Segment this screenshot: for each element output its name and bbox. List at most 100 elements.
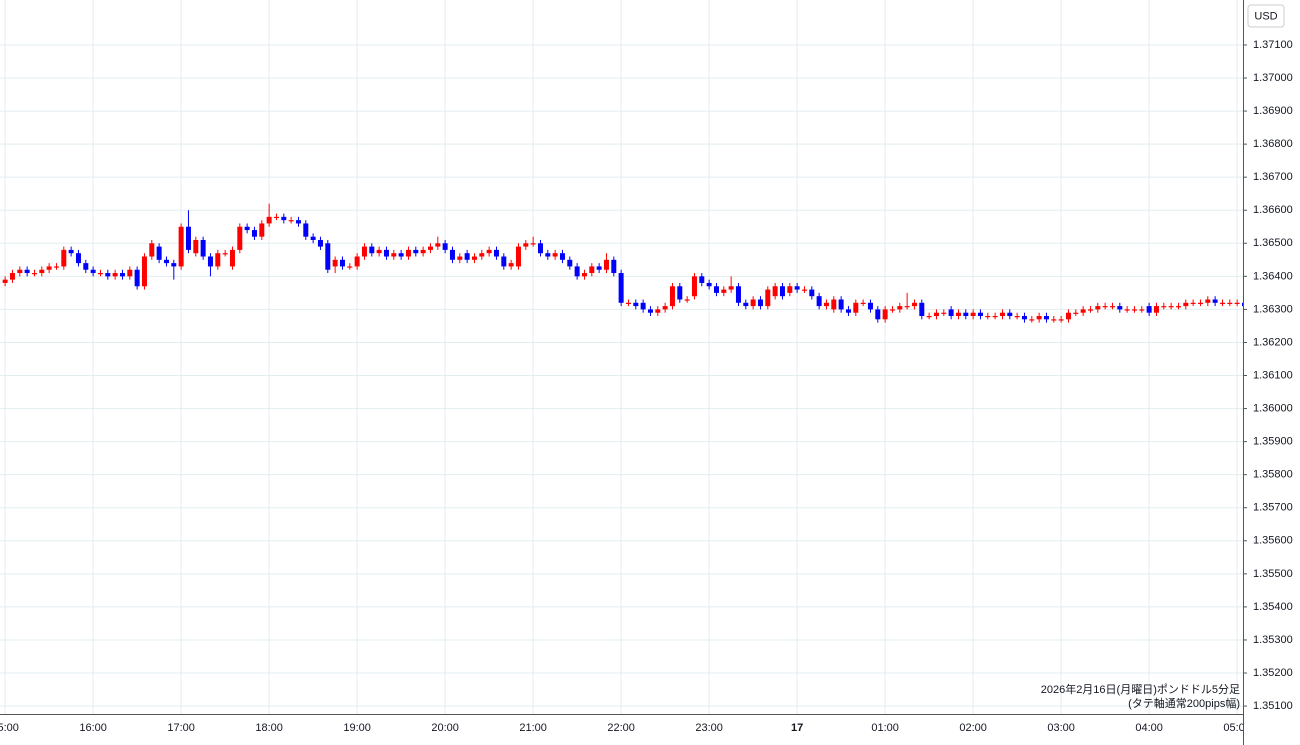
candle-body bbox=[171, 263, 177, 267]
candle-body bbox=[750, 299, 756, 307]
candle-body bbox=[17, 269, 23, 274]
candle-body bbox=[603, 259, 609, 270]
candle-body bbox=[743, 302, 749, 307]
candle-body bbox=[721, 289, 727, 293]
x-tick-label: 22:00 bbox=[607, 722, 635, 734]
candle-body bbox=[156, 246, 162, 260]
candle-body bbox=[215, 253, 221, 267]
y-tick-label: 1.35300 bbox=[1253, 634, 1293, 646]
candle-body bbox=[1109, 306, 1115, 308]
candle-body bbox=[677, 286, 683, 300]
candle-body bbox=[1043, 316, 1049, 320]
candle-body bbox=[508, 263, 514, 267]
candle-body bbox=[618, 273, 624, 303]
candle-body bbox=[552, 253, 558, 257]
candle-body bbox=[178, 226, 184, 267]
candle-body bbox=[970, 312, 976, 317]
candle-body bbox=[1021, 316, 1027, 320]
candle-body bbox=[933, 312, 939, 317]
candle-body bbox=[611, 259, 617, 274]
candle-body bbox=[838, 299, 844, 310]
y-tick-label: 1.36600 bbox=[1253, 204, 1293, 216]
candle-body bbox=[413, 249, 419, 254]
candle-body bbox=[823, 302, 829, 307]
candle-body bbox=[149, 243, 155, 257]
candle-body bbox=[1168, 306, 1174, 308]
candle-body bbox=[486, 249, 492, 254]
y-tick-label: 1.36000 bbox=[1253, 402, 1293, 414]
candle-body bbox=[427, 246, 433, 250]
y-tick-label: 1.36400 bbox=[1253, 270, 1293, 282]
candle-body bbox=[266, 216, 272, 224]
candle-body bbox=[207, 256, 213, 267]
candle-body bbox=[464, 253, 470, 260]
candle-body bbox=[963, 312, 969, 317]
candle-body bbox=[809, 289, 815, 297]
candle-body bbox=[523, 243, 529, 247]
annotation: 2026年2月16日(月曜日)ポンドドル5分足 bbox=[1041, 682, 1240, 696]
candle-body bbox=[1190, 302, 1196, 304]
candle-body bbox=[97, 273, 103, 275]
candle-body bbox=[361, 246, 367, 257]
x-tick-label: 17:00 bbox=[167, 722, 195, 734]
candle-body bbox=[1051, 319, 1057, 321]
candle-body bbox=[383, 249, 389, 257]
candle-body bbox=[699, 276, 705, 283]
candle-body bbox=[222, 253, 228, 255]
x-tick-label: 16:00 bbox=[79, 722, 107, 734]
candle-body bbox=[119, 273, 125, 277]
candle-body bbox=[904, 306, 910, 308]
x-tick-label: 15:00 bbox=[0, 722, 19, 734]
candle-body bbox=[391, 253, 397, 257]
x-tick-label: 19:00 bbox=[343, 722, 371, 734]
candle-body bbox=[61, 249, 67, 267]
currency-label: USD bbox=[1254, 10, 1277, 22]
candle-body bbox=[567, 259, 573, 267]
candle-body bbox=[127, 269, 133, 277]
candle-body bbox=[442, 243, 448, 250]
candle-body bbox=[420, 249, 426, 254]
candle-body bbox=[9, 273, 15, 280]
candle-body bbox=[141, 256, 147, 287]
x-tick-label: 17 bbox=[791, 722, 803, 734]
candle-body bbox=[559, 253, 565, 260]
candle-body bbox=[229, 249, 235, 267]
candle-body bbox=[882, 309, 888, 320]
candle-body bbox=[999, 312, 1005, 317]
candle-body bbox=[288, 220, 294, 222]
candle-body bbox=[1197, 302, 1203, 304]
y-tick-label: 1.35800 bbox=[1253, 469, 1293, 481]
candle-body bbox=[295, 220, 301, 224]
candle-body bbox=[310, 236, 316, 240]
candle-body bbox=[369, 246, 375, 254]
candle-body bbox=[1146, 306, 1152, 313]
candle-body bbox=[200, 239, 206, 257]
candle-body bbox=[1175, 306, 1181, 308]
candle-body bbox=[845, 309, 851, 313]
candle-body bbox=[281, 216, 287, 221]
candle-body bbox=[691, 276, 697, 297]
candle-body bbox=[325, 243, 331, 270]
candle-body bbox=[669, 286, 675, 307]
x-tick-label: 03:00 bbox=[1047, 722, 1075, 734]
y-tick-label: 1.35600 bbox=[1253, 535, 1293, 547]
candle-body bbox=[376, 249, 382, 254]
candle-body bbox=[1102, 306, 1108, 308]
y-tick-label: 1.36900 bbox=[1253, 105, 1293, 117]
y-tick-label: 1.36800 bbox=[1253, 138, 1293, 150]
y-tick-label: 1.35500 bbox=[1253, 568, 1293, 580]
candle-body bbox=[545, 253, 551, 257]
candle-body bbox=[457, 256, 463, 260]
candle-body bbox=[1153, 306, 1159, 313]
candle-body bbox=[435, 243, 441, 247]
candle-body bbox=[398, 253, 404, 257]
candle-body bbox=[405, 249, 411, 257]
candle-body bbox=[31, 273, 37, 275]
candle-body bbox=[1131, 309, 1137, 311]
y-tick-label: 1.35200 bbox=[1253, 667, 1293, 679]
candle-body bbox=[46, 266, 52, 270]
candle-body bbox=[1161, 306, 1167, 308]
candle-body bbox=[831, 299, 837, 310]
candle-body bbox=[1065, 312, 1071, 320]
